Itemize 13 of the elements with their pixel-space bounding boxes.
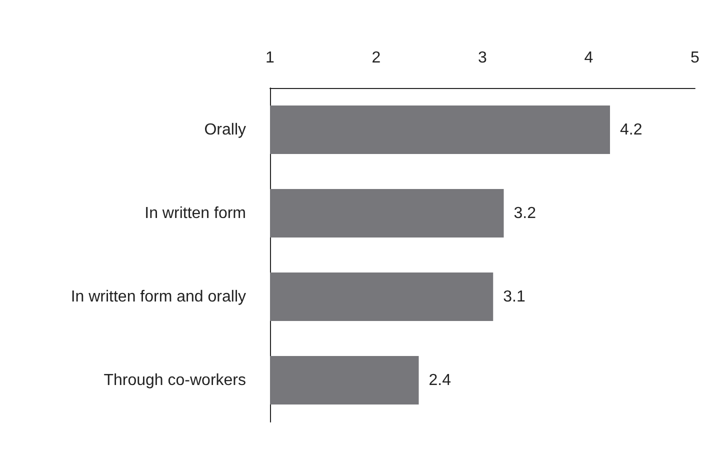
x-tick-label: 5 — [690, 50, 700, 66]
x-tick-label: 2 — [372, 50, 381, 66]
y-tick-label: In written form and orally — [70, 288, 246, 306]
data-label: 3.2 — [514, 204, 536, 222]
y-tick-label: Through co-workers — [104, 372, 246, 389]
data-label: 2.4 — [428, 372, 452, 389]
x-tick-label: 3 — [478, 50, 488, 66]
x-tick-label: 4 — [584, 50, 594, 66]
y-tick-label: Orally — [204, 121, 246, 138]
data-label: 3.1 — [503, 288, 526, 306]
x-tick-label: 1 — [266, 50, 275, 66]
y-tick-label: In written form — [144, 204, 246, 222]
data-label: 4.2 — [620, 121, 642, 138]
